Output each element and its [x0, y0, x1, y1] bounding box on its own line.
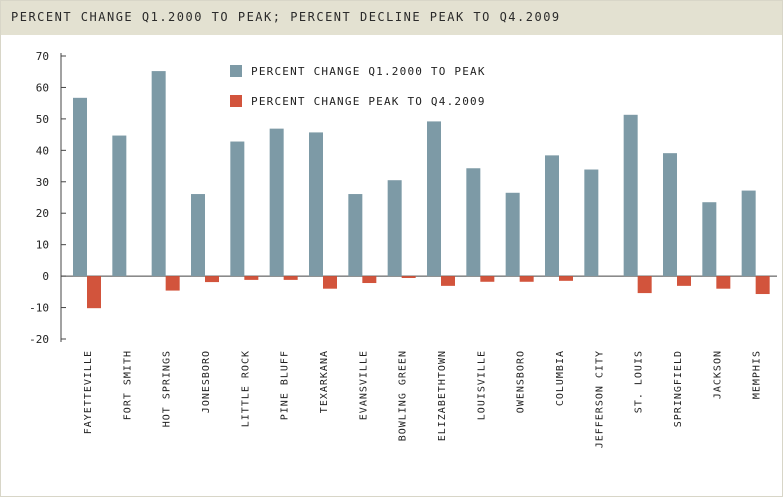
category-label: JONESBORO	[201, 350, 212, 413]
bar-series2	[480, 276, 495, 282]
category-label: JACKSON	[712, 350, 723, 399]
chart-title: PERCENT CHANGE Q1.2000 TO PEAK; PERCENT …	[11, 10, 561, 24]
bar-series1	[545, 155, 559, 277]
category-label: ST. LOUIS	[634, 350, 645, 413]
category-label: SPRINGFIELD	[673, 350, 684, 427]
y-tick-label: 0	[42, 270, 49, 283]
legend-label: PERCENT CHANGE PEAK TO Q4.2009	[251, 95, 486, 108]
bar-series1	[269, 128, 284, 277]
category-label: LITTLE ROCK	[240, 350, 251, 427]
y-tick-label: -10	[29, 302, 49, 315]
category-label: FORT SMITH	[122, 350, 133, 420]
bar-series2	[283, 276, 298, 280]
bar-series1	[112, 135, 127, 277]
category-label: ELIZABETHTOWN	[437, 350, 448, 441]
bar-series1	[702, 202, 717, 277]
category-label: TEXARKANA	[319, 350, 330, 413]
category-label: BOWLING GREEN	[398, 350, 409, 441]
category-label: HOT SPRINGS	[162, 350, 173, 427]
bar-series2	[716, 276, 731, 289]
category-label: FAYETTEVILLE	[83, 350, 94, 434]
y-tick-label: 70	[36, 50, 49, 63]
bar-series1	[191, 194, 205, 277]
category-label: COLUMBIA	[555, 350, 566, 406]
bar-series2	[677, 276, 691, 286]
y-tick-label: -20	[29, 333, 49, 346]
bar-series1	[427, 121, 441, 277]
bar-series2	[441, 276, 455, 286]
bar-series2	[87, 276, 101, 309]
category-label: LOUISVILLE	[476, 350, 487, 420]
bar-series2	[559, 276, 573, 281]
bar-series1	[663, 153, 677, 277]
y-tick-label: 60	[36, 81, 49, 94]
bar-series2	[362, 276, 377, 284]
bar-series2	[323, 276, 337, 289]
bar-series1	[505, 192, 520, 277]
y-tick-label: 30	[36, 176, 49, 189]
bar-series1	[309, 132, 323, 277]
title-bar: PERCENT CHANGE Q1.2000 TO PEAK; PERCENT …	[1, 1, 782, 35]
category-label: PINE BLUFF	[280, 350, 291, 420]
y-tick-label: 50	[36, 113, 49, 126]
bar-series2	[755, 276, 770, 295]
bar-series2	[401, 276, 416, 278]
bar-series1	[466, 168, 481, 277]
bar-series2	[244, 276, 259, 280]
bar-series2	[637, 276, 652, 294]
legend-swatch	[230, 65, 242, 77]
bar-series1	[230, 141, 245, 277]
y-tick-label: 40	[36, 144, 49, 157]
bar-series1	[741, 190, 756, 277]
bar-series1	[623, 114, 638, 277]
bar-series1	[348, 194, 363, 277]
y-tick-label: 10	[36, 239, 49, 252]
legend-label: PERCENT CHANGE Q1.2000 TO PEAK	[251, 65, 486, 78]
category-label: JEFFERSON CITY	[594, 350, 605, 448]
bar-series1	[584, 169, 599, 277]
bar-series2	[519, 276, 534, 282]
y-tick-label: 20	[36, 207, 49, 220]
bar-series1	[151, 71, 166, 277]
legend-swatch	[230, 95, 242, 107]
bar-series2	[165, 276, 180, 291]
category-label: MEMPHIS	[752, 350, 763, 399]
category-label: OWENSBORO	[516, 350, 527, 413]
bar-series2	[205, 276, 219, 283]
bar-series1	[387, 180, 402, 277]
bar-series1	[73, 97, 87, 277]
category-label: EVANSVILLE	[358, 350, 369, 420]
